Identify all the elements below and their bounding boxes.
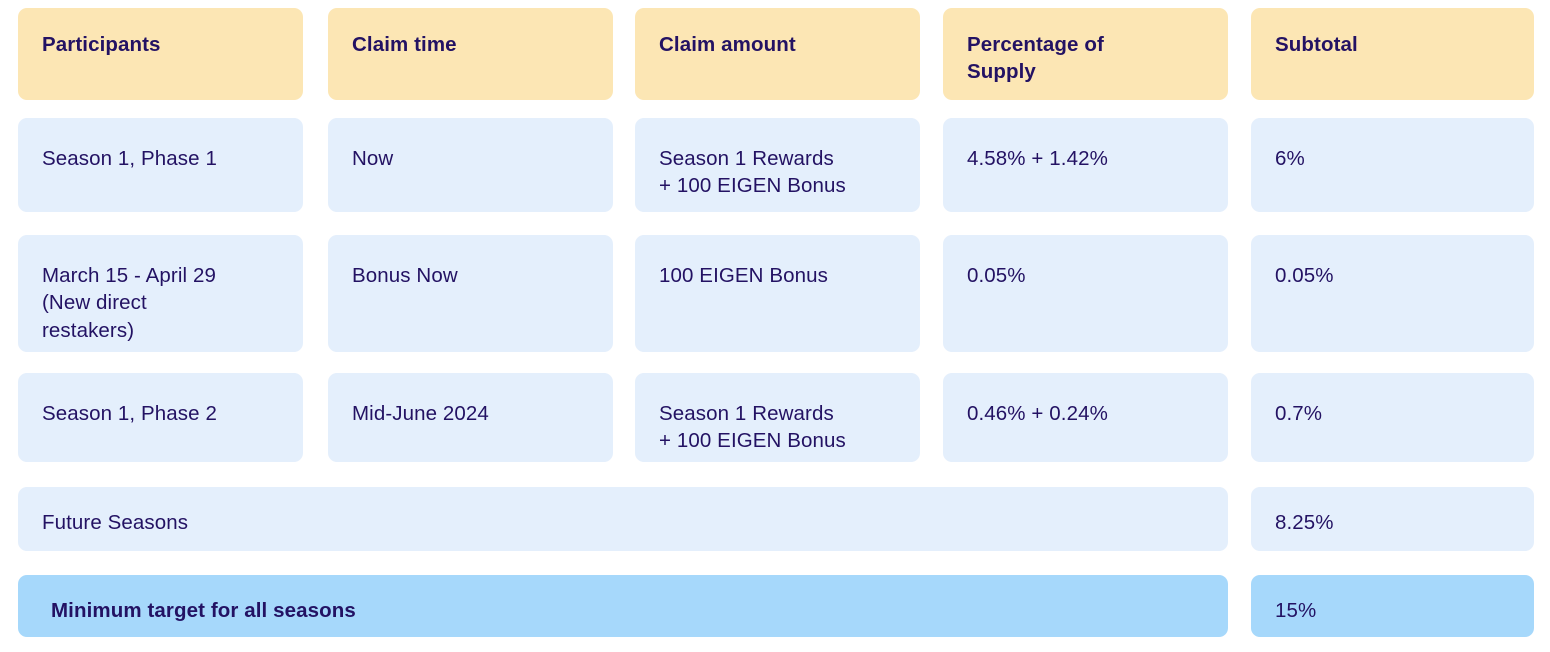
table-row: Season 1 Rewards + 100 EIGEN Bonus [635, 118, 920, 212]
column-header-participants: Participants [18, 8, 303, 100]
table-row: March 15 - April 29 (New direct restaker… [18, 235, 303, 352]
table-row: 6% [1251, 118, 1534, 212]
column-header-claim-time: Claim time [328, 8, 613, 100]
table-row: 0.05% [1251, 235, 1534, 352]
table-row: 4.58% + 1.42% [943, 118, 1228, 212]
table-row: Now [328, 118, 613, 212]
table-row: Bonus Now [328, 235, 613, 352]
table-row: Mid-June 2024 [328, 373, 613, 462]
table-row: Season 1 Rewards + 100 EIGEN Bonus [635, 373, 920, 462]
column-header-claim-amount: Claim amount [635, 8, 920, 100]
table-row: 0.7% [1251, 373, 1534, 462]
table-row-future-seasons-label: Future Seasons [18, 487, 1228, 551]
table-row: 0.05% [943, 235, 1228, 352]
table-row: 0.46% + 0.24% [943, 373, 1228, 462]
column-header-subtotal: Subtotal [1251, 8, 1534, 100]
column-header-percentage-of-supply: Percentage of Supply [943, 8, 1228, 100]
table-row: Season 1, Phase 1 [18, 118, 303, 212]
table-row: 100 EIGEN Bonus [635, 235, 920, 352]
table-row-future-seasons-subtotal: 8.25% [1251, 487, 1534, 551]
table-row: Season 1, Phase 2 [18, 373, 303, 462]
table-row-minimum-target-subtotal: 15% [1251, 575, 1534, 637]
table-row-minimum-target-label: Minimum target for all seasons [18, 575, 1228, 637]
